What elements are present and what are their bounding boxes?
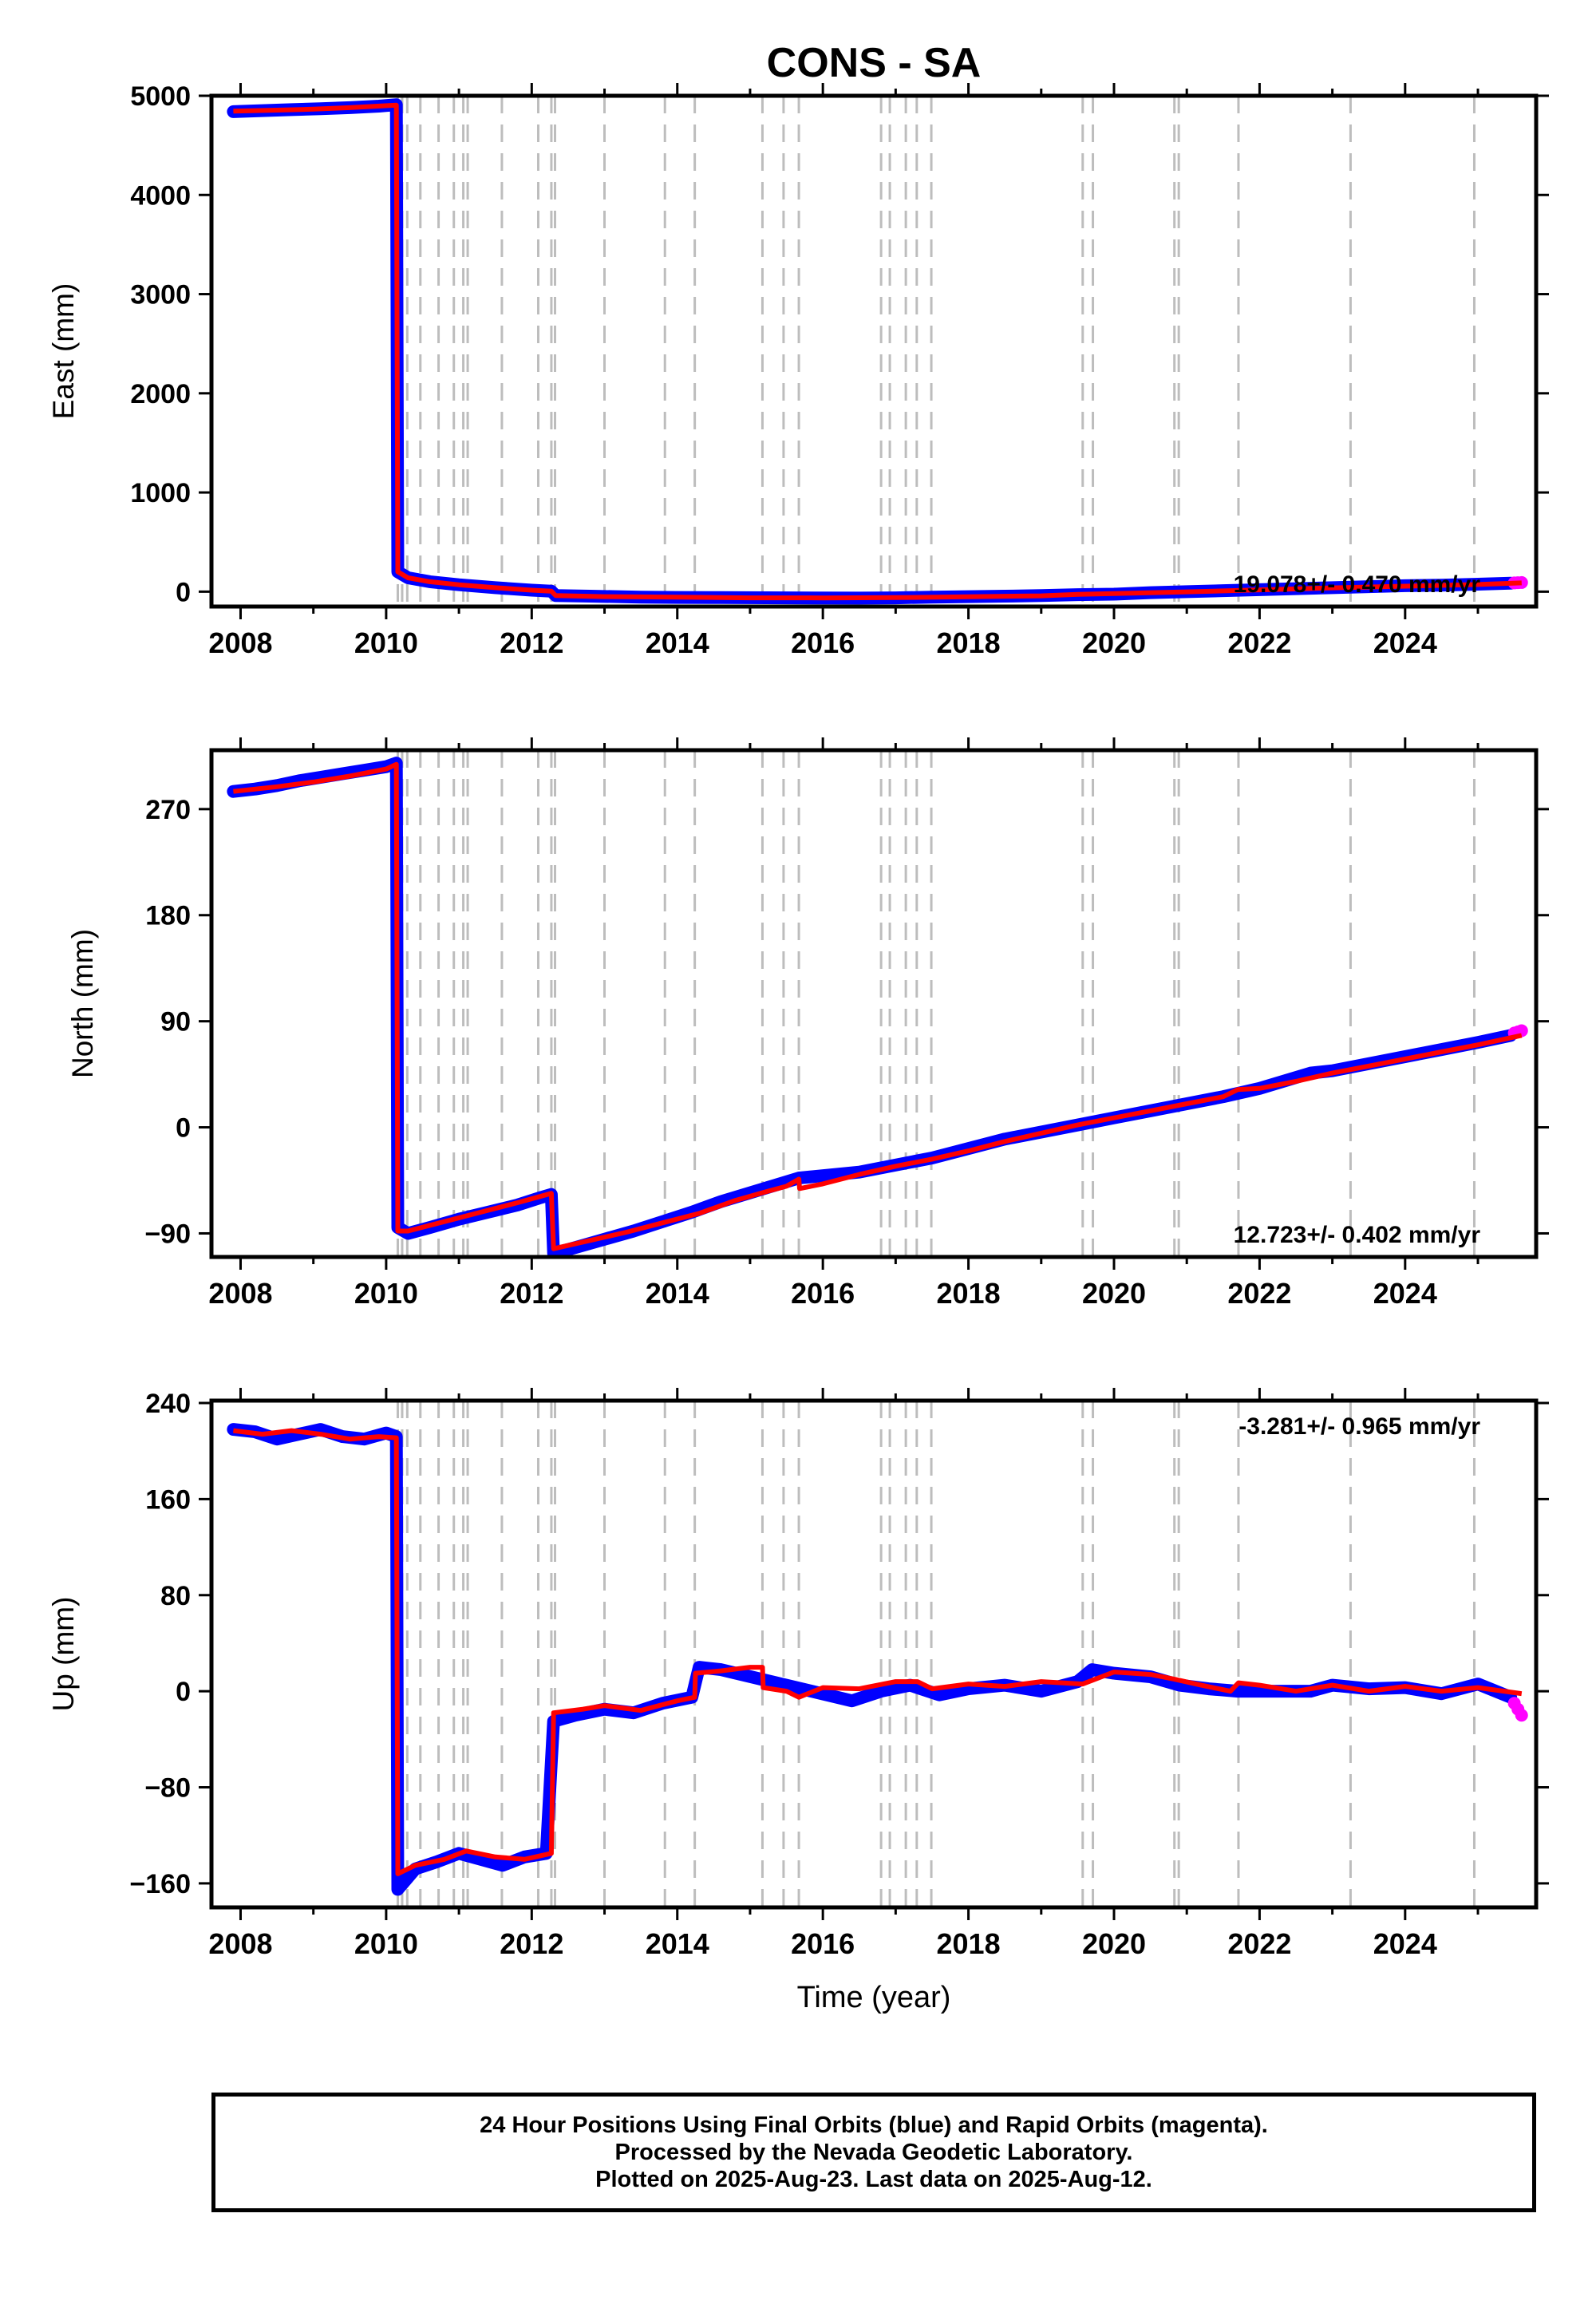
east-x-tick-label: 2014 <box>646 626 709 659</box>
east-x-tick-label: 2016 <box>791 626 855 659</box>
north-y-tick-label: 270 <box>145 795 191 825</box>
footer-line-3: Plotted on 2025-Aug-23. Last data on 202… <box>595 2167 1152 2192</box>
east-x-tick-label: 2020 <box>1082 626 1146 659</box>
up-model-line <box>233 1428 1523 1876</box>
east-y-tick-label: 5000 <box>130 81 191 112</box>
north-y-tick-label: 180 <box>145 901 191 931</box>
east-frame <box>209 93 1539 609</box>
north-y-tick-label: 0 <box>176 1113 191 1144</box>
east-x-tick-label: 2012 <box>500 626 563 659</box>
up-y-tick-label: 240 <box>145 1389 191 1419</box>
east-x-tick-label: 2022 <box>1227 626 1291 659</box>
north-x-tick-label: 2010 <box>354 1277 418 1310</box>
east-x-tick-label: 2010 <box>354 626 418 659</box>
east-rate-annotation: 19.078+/- 0.470 mm/yr <box>1234 571 1481 598</box>
east-y-tick-label: 2000 <box>130 379 191 409</box>
north-x-tick-label: 2016 <box>791 1277 855 1310</box>
east-x-tick-label: 2024 <box>1373 626 1437 659</box>
north-x-tick-label: 2018 <box>937 1277 1001 1310</box>
north-x-tick-label: 2014 <box>646 1277 709 1310</box>
up-y-tick-label: −160 <box>129 1869 191 1899</box>
up-y-tick-label: 160 <box>145 1484 191 1515</box>
east-y-tick-label: 0 <box>176 577 191 607</box>
up-rapid-orbit-point <box>1515 1709 1528 1722</box>
up-x-tick-label: 2012 <box>500 1927 563 1960</box>
up-x-tick-label: 2024 <box>1373 1927 1437 1960</box>
up-final-orbit-point <box>496 1860 508 1871</box>
east-y-tick-label: 3000 <box>130 280 191 310</box>
north-final-orbit-point <box>227 785 239 797</box>
up-x-tick-label: 2020 <box>1082 1927 1146 1960</box>
up-y-tick-label: −80 <box>144 1773 191 1804</box>
north-x-tick-label: 2024 <box>1373 1277 1437 1310</box>
x-axis-label: Time (year) <box>797 1981 951 2014</box>
up-plot-area <box>211 1401 1536 1907</box>
east-plot-area <box>211 96 1536 607</box>
east-y-tick-label: 4000 <box>130 180 191 211</box>
north-rate-annotation: 12.723+/- 0.402 mm/yr <box>1234 1222 1481 1248</box>
north-x-tick-label: 2022 <box>1227 1277 1291 1310</box>
up-final-orbit-point <box>392 1883 404 1895</box>
up-y-tick-label: 80 <box>160 1581 191 1611</box>
up-final-orbit-point <box>1035 1686 1047 1697</box>
up-plot-content <box>227 1401 1528 1907</box>
east-x-tick-label: 2018 <box>937 626 1001 659</box>
up-x-tick-label: 2022 <box>1227 1927 1291 1960</box>
chart-title: CONS - SA <box>767 40 982 86</box>
north-x-tick-label: 2008 <box>208 1277 272 1310</box>
up-x-tick-label: 2008 <box>208 1927 272 1960</box>
east-y-axis-label: East (mm) <box>47 283 80 420</box>
footer-line-1: 24 Hour Positions Using Final Orbits (bl… <box>480 2112 1268 2138</box>
up-y-tick-label: 0 <box>176 1677 191 1707</box>
north-frame <box>209 748 1539 1259</box>
east-model-line <box>233 102 1522 601</box>
north-y-axis-label: North (mm) <box>66 929 99 1078</box>
east-x-tick-label: 2008 <box>208 626 272 659</box>
footer-box: 24 Hour Positions Using Final Orbits (bl… <box>211 2093 1536 2212</box>
up-rate-annotation: -3.281+/- 0.965 mm/yr <box>1238 1413 1480 1440</box>
up-final-orbit-point <box>693 1662 705 1674</box>
east-y-tick-label: 1000 <box>130 478 191 508</box>
up-frame <box>209 1398 1539 1910</box>
up-x-tick-label: 2010 <box>354 1927 418 1960</box>
up-x-tick-label: 2018 <box>937 1927 1001 1960</box>
north-plot-area <box>211 750 1536 1257</box>
up-final-orbit-point <box>846 1695 858 1707</box>
up-final-orbit-point <box>875 1686 887 1697</box>
up-panel: −160 −80 0 80 160 240 2008 2010 2012 2014 2016 2018… <box>47 1388 1549 1960</box>
footer-line-2: Processed by the Nevada Geodetic Laborat… <box>614 2140 1133 2165</box>
north-x-tick-label: 2020 <box>1082 1277 1146 1310</box>
east-plot-content <box>227 96 1528 607</box>
north-y-tick-label: 90 <box>160 1007 191 1037</box>
east-panel: 0 1000 2000 3000 4000 5000 2008 2010 2012 2014 201… <box>47 81 1549 659</box>
up-y-axis-label: Up (mm) <box>47 1597 80 1712</box>
north-model-line <box>233 761 1523 1251</box>
north-y-tick-label: −90 <box>144 1219 191 1249</box>
up-final-orbit-point <box>934 1689 946 1701</box>
up-x-tick-label: 2016 <box>791 1927 855 1960</box>
north-plot-content <box>227 750 1528 1257</box>
north-x-tick-label: 2012 <box>500 1277 563 1310</box>
up-final-orbit-point <box>1086 1664 1098 1676</box>
north-panel: −90 0 90 180 270 2008 2010 2012 2014 2016 2018 2020… <box>66 737 1549 1310</box>
up-x-tick-label: 2014 <box>646 1927 709 1960</box>
up-final-orbit-point <box>271 1433 283 1445</box>
